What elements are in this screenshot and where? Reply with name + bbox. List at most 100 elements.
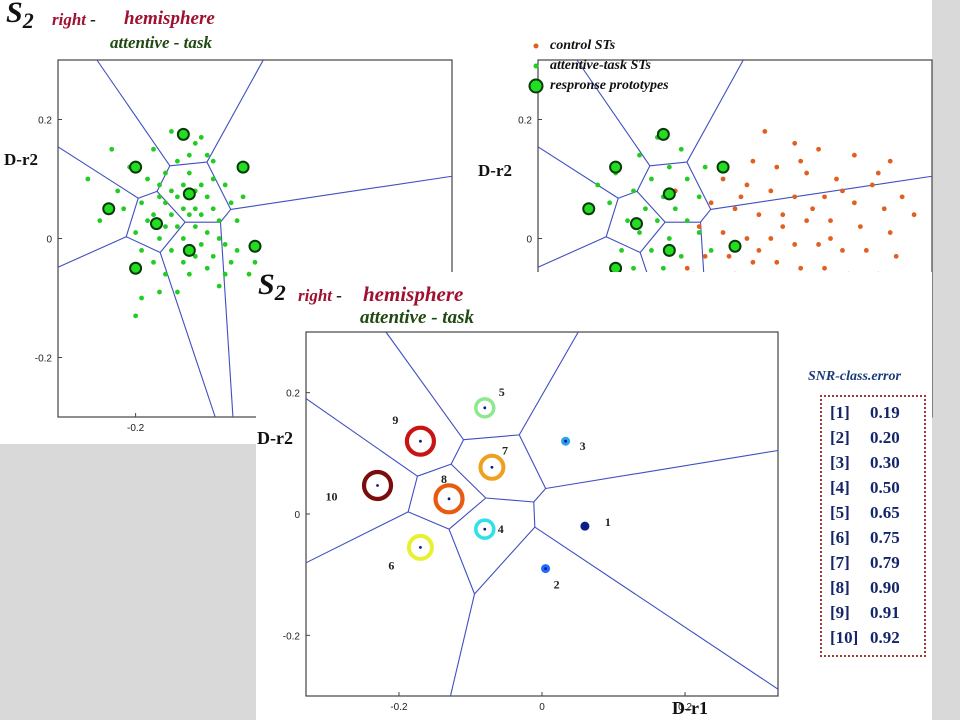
attentive-point bbox=[198, 242, 204, 247]
response-prototype bbox=[102, 202, 116, 216]
voronoi-edge bbox=[156, 165, 171, 192]
voronoi-edge bbox=[463, 434, 520, 441]
attentive-point bbox=[180, 259, 186, 265]
attentive-point bbox=[649, 248, 654, 253]
voronoi-edge bbox=[686, 161, 712, 210]
attentive-point bbox=[151, 212, 156, 218]
attentive-point bbox=[133, 313, 139, 319]
attentive-point bbox=[649, 176, 654, 182]
voronoi-edge bbox=[518, 331, 579, 436]
attentive-point bbox=[192, 253, 198, 259]
attentive-point bbox=[234, 218, 240, 224]
gray-right-margin bbox=[932, 0, 960, 720]
attentive-point bbox=[222, 242, 228, 247]
control-point bbox=[887, 158, 893, 164]
control-point bbox=[863, 248, 869, 253]
prototype-center bbox=[447, 497, 451, 501]
attentive-point bbox=[198, 212, 204, 218]
attentive-point bbox=[619, 248, 624, 253]
attentive-point bbox=[151, 146, 156, 152]
attentive-point bbox=[157, 182, 162, 188]
voronoi-edge bbox=[474, 526, 536, 595]
control-point bbox=[851, 152, 857, 158]
attentive-point bbox=[85, 176, 91, 182]
voronoi-edge bbox=[533, 488, 547, 503]
attentive-point bbox=[180, 182, 186, 188]
voronoi-edge bbox=[450, 439, 465, 465]
attentive-point bbox=[186, 170, 192, 176]
attentive-point bbox=[210, 176, 216, 182]
prototype-ring bbox=[474, 518, 496, 540]
control-point bbox=[828, 236, 833, 241]
voronoi-edge bbox=[159, 252, 216, 418]
control-point bbox=[816, 146, 821, 152]
attentive-point bbox=[678, 146, 684, 152]
attentive-point bbox=[198, 182, 204, 188]
voronoi-edge bbox=[407, 511, 450, 530]
bottom-title-right: right - bbox=[298, 286, 342, 305]
voronoi-edge bbox=[605, 198, 619, 237]
attentive-point bbox=[696, 230, 702, 235]
top-left-s2-label: S2 bbox=[6, 0, 34, 33]
voronoi-edge bbox=[639, 221, 666, 253]
top-left-title-hemisphere: hemisphere bbox=[124, 8, 215, 29]
control-point bbox=[780, 224, 786, 230]
control-point bbox=[696, 224, 702, 230]
snr-table-title: SNR-class.error bbox=[808, 369, 901, 384]
control-point bbox=[875, 170, 881, 176]
attentive-point bbox=[180, 236, 186, 241]
control-point bbox=[822, 194, 827, 200]
control-point bbox=[804, 218, 810, 224]
attentive-point bbox=[666, 164, 672, 170]
response-prototype bbox=[662, 187, 676, 201]
voronoi-edge bbox=[159, 221, 186, 253]
top-left-plot: 0.2 0 -0.2 -0.2 bbox=[35, 59, 453, 434]
snr-row: [2] 0.20 bbox=[830, 428, 900, 447]
y-tick-label: -0.2 bbox=[35, 354, 53, 365]
attentive-point bbox=[216, 218, 222, 224]
response-prototype bbox=[150, 217, 163, 231]
voronoi-edge bbox=[636, 190, 666, 223]
control-point bbox=[911, 212, 917, 218]
snr-table: [1] 0.19 [2] 0.20 [3] 0.30 [4] 0.50 [5] 0.65 … bbox=[820, 395, 926, 657]
control-point bbox=[792, 242, 798, 247]
attentive-point bbox=[192, 206, 198, 212]
control-point bbox=[768, 188, 774, 194]
voronoi-edge bbox=[407, 476, 418, 512]
y-tick-label: 0 bbox=[526, 235, 532, 246]
prototype-ring bbox=[478, 453, 506, 481]
attentive-point bbox=[145, 218, 150, 224]
snr-row: [3] 0.30 bbox=[830, 453, 900, 472]
attentive-point bbox=[210, 253, 216, 259]
control-point bbox=[744, 236, 750, 241]
voronoi-edge bbox=[305, 398, 418, 477]
attentive-point bbox=[139, 200, 144, 206]
attentive-point bbox=[192, 140, 198, 146]
attentive-point bbox=[684, 218, 690, 224]
attentive-point bbox=[157, 289, 162, 295]
voronoi-edge bbox=[230, 175, 453, 210]
attentive-point bbox=[696, 194, 702, 200]
voronoi-edge bbox=[537, 236, 607, 268]
voronoi-edge bbox=[686, 59, 744, 163]
attentive-point bbox=[234, 248, 240, 253]
y-tick-label: 0 bbox=[46, 235, 52, 246]
control-point bbox=[750, 259, 756, 265]
prototype-label: 4 bbox=[498, 522, 504, 536]
prototype-label: 6 bbox=[388, 558, 394, 572]
control-point bbox=[756, 248, 762, 253]
bottom-title-hemisphere: hemisphere bbox=[363, 282, 464, 306]
snr-row: [5] 0.65 bbox=[830, 503, 900, 522]
control-point bbox=[816, 242, 821, 247]
response-prototype bbox=[609, 160, 623, 174]
prototype-center bbox=[483, 527, 487, 531]
control-point bbox=[780, 212, 786, 218]
legend-item: respronse prototypes bbox=[528, 76, 669, 96]
attentive-point bbox=[169, 129, 174, 134]
prototype-label: 2 bbox=[554, 578, 560, 592]
attentive-point bbox=[186, 271, 192, 277]
voronoi-edge bbox=[636, 165, 651, 192]
control-point bbox=[762, 129, 768, 134]
bottom-plot: 0.2 0 -0.2 -0.2 0 0.2 1 2 3 4 5 6 7 8 9 10 bbox=[283, 331, 779, 713]
legend-marker-attentive bbox=[533, 63, 539, 69]
